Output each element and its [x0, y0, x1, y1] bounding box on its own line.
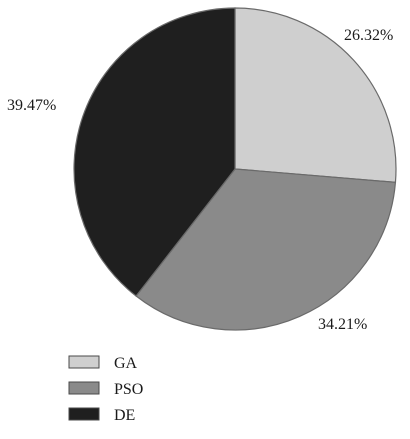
- value-label-ga: 26.32%: [344, 27, 393, 44]
- pie-slice-de: [73, 7, 236, 297]
- legend-label-pso: PSO: [114, 381, 143, 398]
- legend-swatch-de: [68, 407, 100, 421]
- pie-slices: [73, 7, 397, 331]
- legend: GA PSO DE: [68, 355, 143, 424]
- value-label-pso: 34.21%: [318, 316, 367, 333]
- legend-swatch-pso: [68, 381, 100, 395]
- value-label-de: 39.47%: [7, 97, 56, 114]
- legend-label-ga: GA: [114, 355, 138, 372]
- pie-slice-ga: [234, 7, 397, 183]
- pie-slice-pso: [135, 168, 397, 331]
- pie-value-labels: 26.32% 34.21% 39.47%: [7, 27, 393, 333]
- legend-swatch-ga: [68, 355, 100, 369]
- legend-label-de: DE: [114, 407, 135, 424]
